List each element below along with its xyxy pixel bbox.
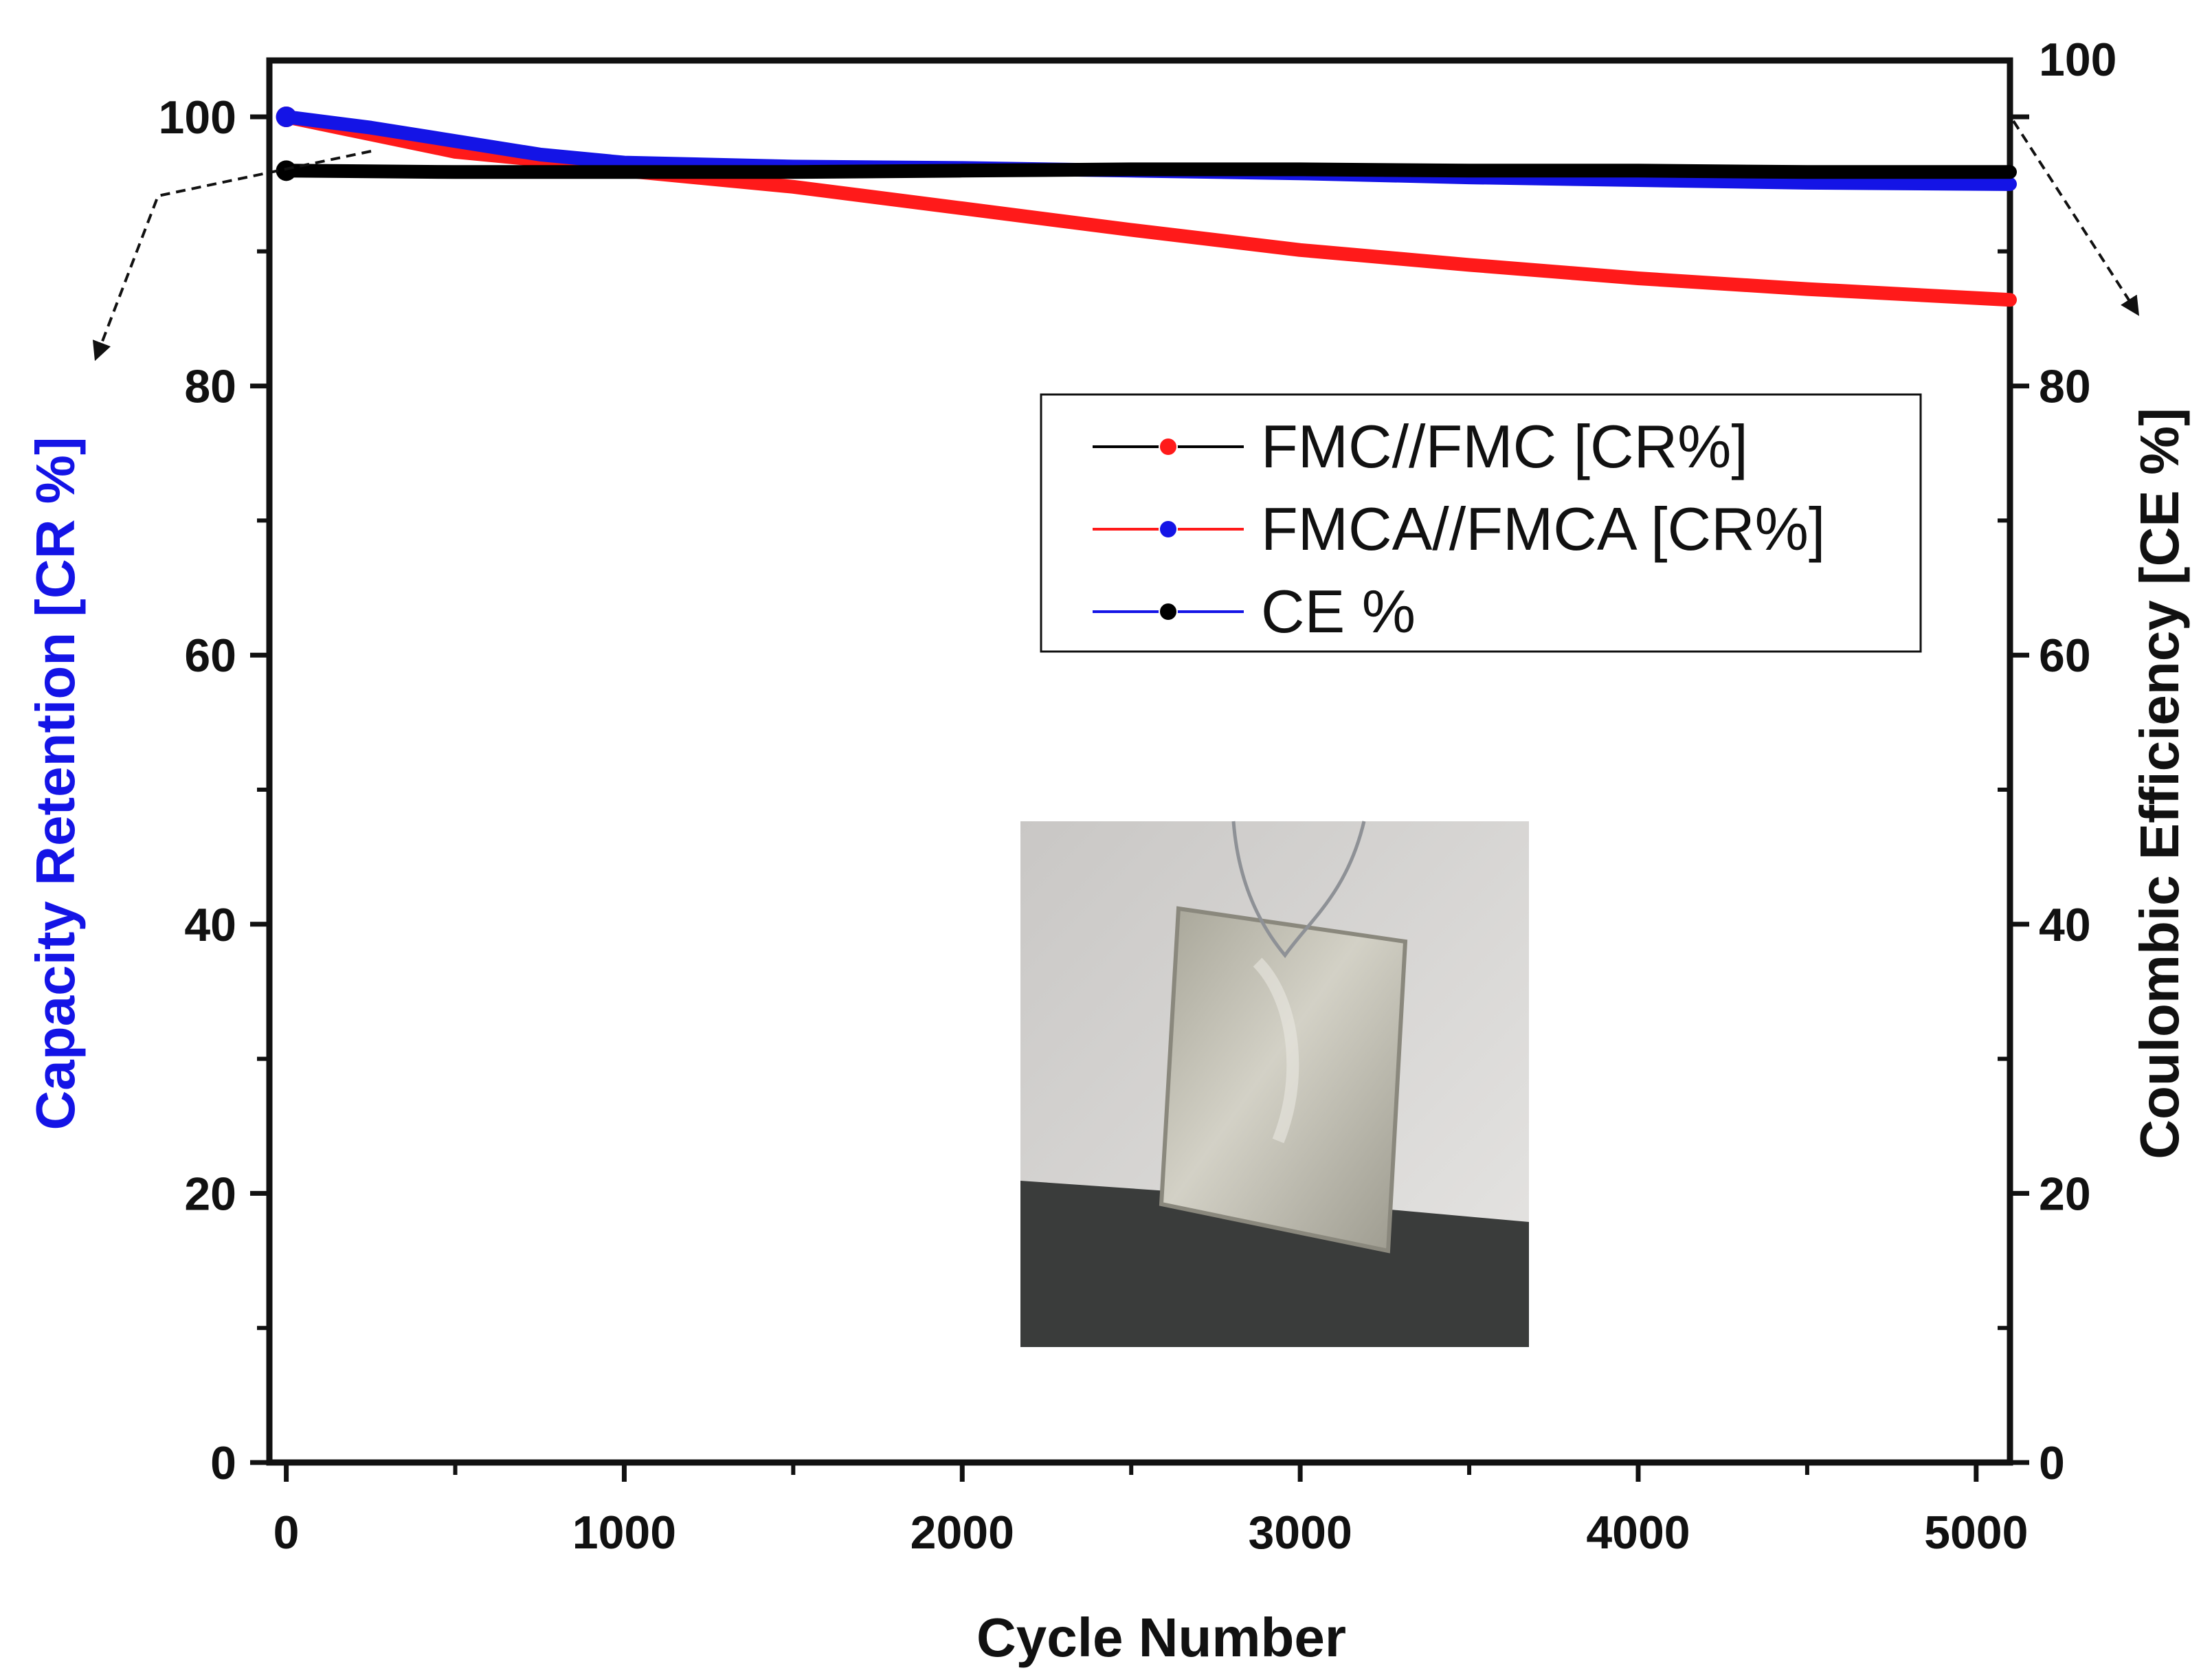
y-left-axis-ticks: 0 20 40 60 80 100: [159, 91, 269, 1489]
y-left-tick-label: 0: [210, 1437, 236, 1489]
y-right-tick-label: 20: [2039, 1168, 2091, 1220]
legend-label: FMC//FMC [CR%]: [1261, 412, 1748, 480]
y-right-tick-label: 80: [2039, 361, 2091, 413]
y-left-axis-title: Capacity Retention [CR %]: [25, 437, 86, 1131]
legend-entries: FMC//FMC [CR%] FMCA//FMCA [CR%] CE %: [1093, 412, 1825, 645]
legend-marker: [1159, 520, 1178, 539]
y-left-tick-label: 40: [184, 899, 236, 951]
left-axis-dashed-arrow: [92, 150, 372, 362]
x-tick-label: 3000: [1248, 1506, 1352, 1559]
legend: FMC//FMC [CR%] FMCA//FMCA [CR%] CE %: [1040, 393, 1922, 653]
y-right-tick-label: 0: [2039, 1437, 2065, 1489]
inset-photo-wire: [1231, 821, 1366, 959]
x-tick-label: 4000: [1586, 1506, 1690, 1559]
series-ce-start-point: [276, 160, 297, 181]
y-left-tick-label: 20: [184, 1168, 236, 1220]
inset-photo-table: [1020, 1181, 1529, 1347]
series-fmca-fmca-cr-start-point: [276, 107, 297, 127]
legend-label: CE %: [1261, 577, 1416, 645]
x-tick-label: 1000: [572, 1506, 676, 1559]
x-axis-ticks: 0 1000 2000 3000 4000 5000: [273, 1463, 2028, 1559]
y-left-tick-label: 100: [159, 91, 236, 144]
inset-photo-pouch-cell: [1159, 906, 1408, 1254]
legend-marker: [1159, 602, 1178, 621]
y-right-tick-label: 40: [2039, 899, 2091, 951]
legend-box: [1040, 393, 1922, 653]
inset-photo-pouch-highlight: [1253, 957, 1299, 1144]
series-fmc-fmc-cr-line: [279, 110, 2017, 307]
x-axis-title: Cycle Number: [976, 1607, 1346, 1668]
legend-label: FMCA//FMCA [CR%]: [1261, 495, 1825, 563]
y-left-tick-label: 60: [184, 630, 236, 682]
y-left-tick-label: 80: [184, 361, 236, 413]
inset-photo: [1020, 821, 1529, 1347]
y-right-tick-label: 60: [2039, 630, 2091, 682]
plot-frame: [266, 57, 2013, 1466]
series-layer: [276, 107, 2017, 307]
y-right-tick-label: 100: [2039, 34, 2116, 86]
y-right-axis-ticks: 0 20 40 60 80 100: [1998, 34, 2116, 1489]
x-tick-label: 5000: [1924, 1506, 2028, 1559]
series-ce-line: [279, 162, 2017, 179]
x-tick-label: 0: [273, 1506, 300, 1559]
x-tick-label: 2000: [911, 1506, 1014, 1559]
legend-marker: [1159, 437, 1178, 456]
y-right-axis-title: Coulombic Efficiency [CE %]: [2129, 408, 2190, 1159]
right-axis-dashed-arrow: [2012, 120, 2140, 316]
